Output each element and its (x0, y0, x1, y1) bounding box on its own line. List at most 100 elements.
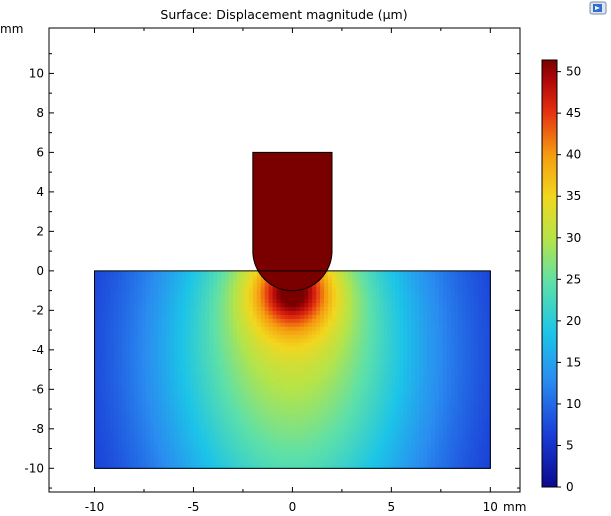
field-cell (399, 318, 404, 323)
field-cell (363, 397, 369, 402)
field-cell (189, 322, 195, 327)
field-cell (225, 373, 230, 379)
field-cell (157, 448, 163, 454)
field-cell (145, 310, 151, 315)
field-cell (391, 385, 396, 390)
field-cell (229, 369, 234, 375)
field-cell (434, 456, 440, 462)
field-cell (339, 464, 345, 469)
field-cell (383, 294, 389, 300)
field-cell (320, 294, 325, 300)
field-cell (272, 345, 278, 351)
field-cell (375, 294, 381, 300)
field-cell (371, 373, 377, 379)
field-cell (308, 294, 313, 300)
field-cell (276, 428, 282, 434)
field-cell (308, 306, 313, 311)
field-cell (153, 274, 159, 280)
field-cell (102, 365, 107, 371)
field-cell (233, 409, 238, 414)
field-cell (423, 413, 428, 418)
field-cell (98, 357, 104, 363)
field-cell (173, 444, 179, 450)
field-cell (256, 286, 262, 292)
field-cell (173, 310, 179, 315)
field-cell (470, 353, 476, 359)
field-cell (391, 365, 396, 371)
field-cell (240, 397, 246, 402)
field-cell (280, 444, 286, 450)
field-cell (446, 401, 452, 406)
field-cell (114, 420, 119, 426)
field-cell (454, 294, 460, 300)
field-cell (221, 377, 226, 383)
field-cell (197, 420, 202, 426)
field-cell (466, 298, 472, 304)
field-cell (375, 349, 381, 355)
field-cell (458, 345, 464, 351)
field-cell (173, 420, 179, 426)
field-cell (351, 290, 357, 296)
field-cell (161, 357, 167, 363)
field-cell (292, 349, 297, 355)
field-cell (379, 349, 385, 355)
field-cell (304, 393, 309, 398)
field-cell (304, 436, 309, 442)
field-cell (478, 405, 483, 410)
field-cell (229, 270, 234, 276)
field-cell (118, 416, 123, 422)
field-cell (256, 341, 262, 347)
field-cell (201, 413, 206, 418)
field-cell (454, 464, 460, 469)
field-cell (229, 286, 234, 292)
field-cell (248, 413, 254, 418)
field-cell (442, 318, 448, 323)
field-cell (308, 322, 313, 327)
field-cell (233, 330, 238, 335)
field-cell (177, 294, 183, 300)
field-cell (153, 444, 159, 450)
field-cell (173, 428, 179, 434)
field-cell (98, 270, 104, 276)
field-cell (379, 460, 385, 465)
field-cell (181, 357, 187, 363)
field-cell (126, 286, 131, 292)
field-cell (454, 385, 460, 390)
field-cell (114, 322, 119, 327)
field-cell (426, 322, 432, 327)
field-cell (387, 448, 392, 454)
field-cell (229, 334, 234, 339)
field-cell (260, 424, 266, 430)
field-cell (138, 341, 143, 347)
field-cell (308, 456, 313, 462)
field-cell (403, 282, 408, 288)
field-cell (221, 330, 226, 335)
field-cell (197, 432, 202, 438)
field-cell (430, 428, 436, 434)
field-cell (355, 389, 361, 394)
field-cell (367, 322, 373, 327)
field-cell (450, 306, 456, 311)
field-cell (407, 444, 412, 450)
field-cell (268, 385, 274, 390)
field-cell (426, 286, 432, 292)
field-cell (426, 353, 432, 359)
field-cell (454, 282, 460, 288)
field-cell (229, 416, 234, 422)
field-cell (454, 298, 460, 304)
field-cell (134, 310, 139, 315)
field-cell (126, 464, 131, 469)
field-cell (415, 353, 420, 359)
field-cell (189, 416, 195, 422)
field-cell (217, 306, 222, 311)
field-cell (240, 326, 246, 331)
field-cell (181, 420, 187, 426)
field-cell (486, 416, 491, 422)
field-cell (229, 460, 234, 465)
field-cell (482, 397, 487, 402)
field-cell (296, 448, 301, 454)
field-cell (371, 389, 377, 394)
field-cell (423, 397, 428, 402)
field-cell (486, 334, 491, 339)
field-cell (450, 369, 456, 375)
